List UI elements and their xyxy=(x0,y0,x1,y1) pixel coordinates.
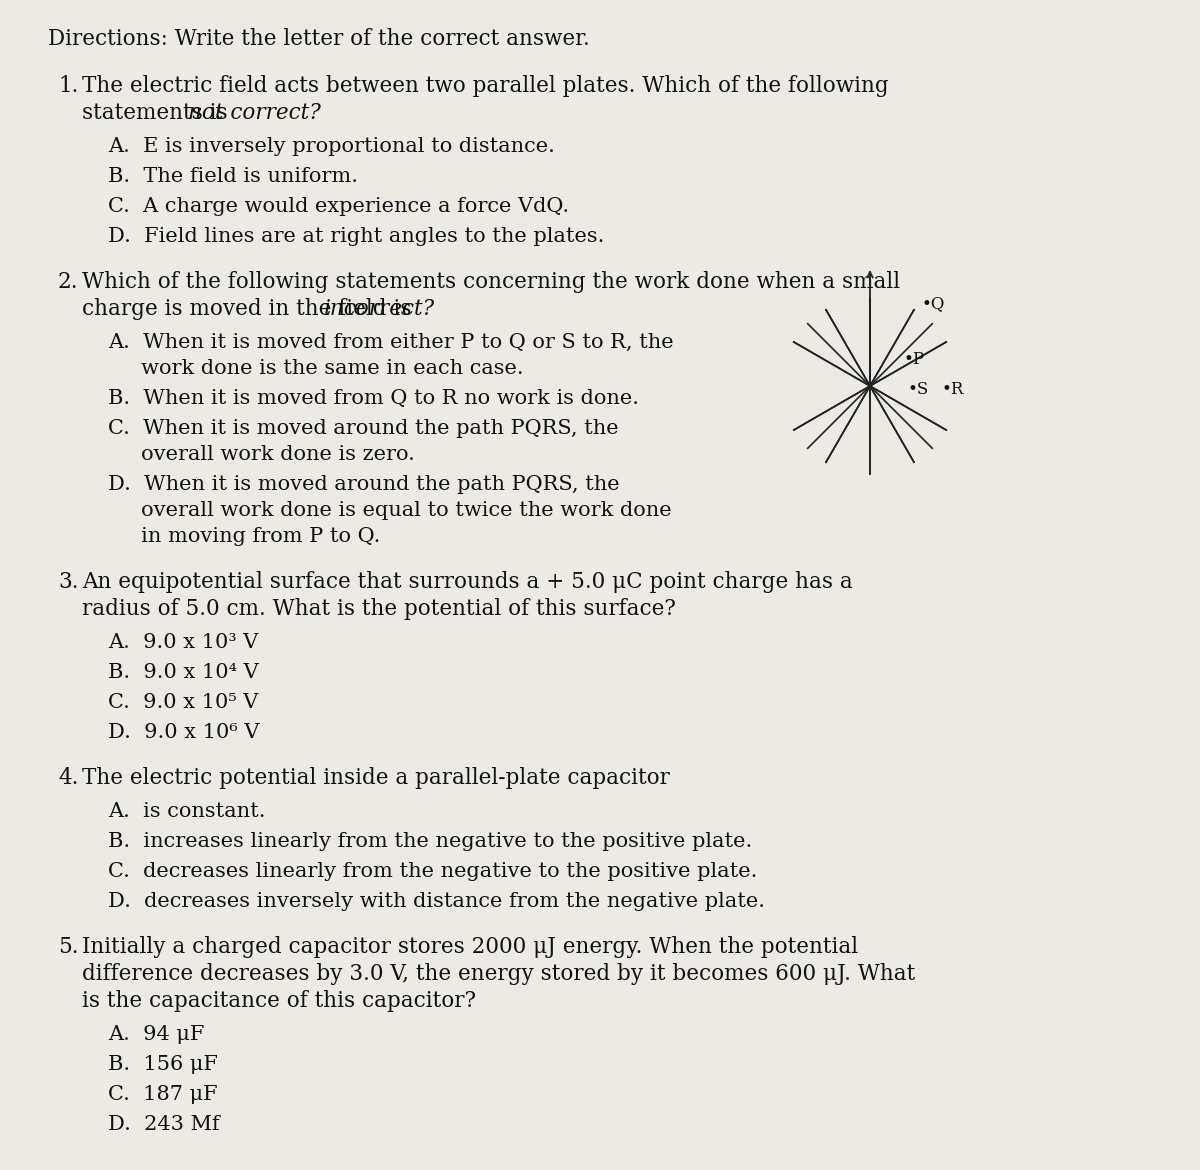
Text: •R: •R xyxy=(942,381,965,399)
Text: 2.: 2. xyxy=(58,271,78,292)
Text: B.  156 μF: B. 156 μF xyxy=(108,1055,218,1074)
Text: Directions: Write the letter of the correct answer.: Directions: Write the letter of the corr… xyxy=(48,28,589,50)
Text: work done is the same in each case.: work done is the same in each case. xyxy=(108,359,523,378)
Text: The electric potential inside a parallel-plate capacitor: The electric potential inside a parallel… xyxy=(82,768,670,789)
Text: C.  When it is moved around the path PQRS, the: C. When it is moved around the path PQRS… xyxy=(108,419,619,438)
Text: A.  When it is moved from either P to Q or S to R, the: A. When it is moved from either P to Q o… xyxy=(108,333,673,352)
Text: overall work done is zero.: overall work done is zero. xyxy=(108,445,415,464)
Text: incorrect?: incorrect? xyxy=(324,298,434,321)
Text: D.  Field lines are at right angles to the plates.: D. Field lines are at right angles to th… xyxy=(108,227,605,246)
Text: D.  243 Mf: D. 243 Mf xyxy=(108,1115,220,1134)
Text: B.  9.0 x 10⁴ V: B. 9.0 x 10⁴ V xyxy=(108,663,259,682)
Text: B.  When it is moved from Q to R no work is done.: B. When it is moved from Q to R no work … xyxy=(108,388,640,408)
Text: overall work done is equal to twice the work done: overall work done is equal to twice the … xyxy=(108,501,672,519)
Text: C.  187 μF: C. 187 μF xyxy=(108,1085,217,1104)
Text: 3.: 3. xyxy=(58,571,78,593)
Text: D.  decreases inversely with distance from the negative plate.: D. decreases inversely with distance fro… xyxy=(108,892,766,911)
Text: C.  decreases linearly from the negative to the positive plate.: C. decreases linearly from the negative … xyxy=(108,862,757,881)
Text: B.  The field is uniform.: B. The field is uniform. xyxy=(108,167,358,186)
Text: An equipotential surface that surrounds a + 5.0 μC point charge has a: An equipotential surface that surrounds … xyxy=(82,571,853,593)
Text: A.  E is inversely proportional to distance.: A. E is inversely proportional to distan… xyxy=(108,137,554,156)
Text: is the capacitance of this capacitor?: is the capacitance of this capacitor? xyxy=(82,990,476,1012)
Text: charge is moved in the field is: charge is moved in the field is xyxy=(82,298,419,321)
Text: in moving from P to Q.: in moving from P to Q. xyxy=(108,526,380,546)
Text: •P: •P xyxy=(904,351,925,369)
Text: D.  When it is moved around the path PQRS, the: D. When it is moved around the path PQRS… xyxy=(108,475,619,494)
Text: A.  9.0 x 10³ V: A. 9.0 x 10³ V xyxy=(108,633,258,652)
Text: A.  is constant.: A. is constant. xyxy=(108,801,265,821)
Text: 5.: 5. xyxy=(58,936,78,958)
Text: not correct?: not correct? xyxy=(187,102,320,124)
Text: 1.: 1. xyxy=(58,75,78,97)
Text: C.  A charge would experience a force VdQ.: C. A charge would experience a force VdQ… xyxy=(108,197,569,216)
Text: difference decreases by 3.0 V, the energy stored by it becomes 600 μJ. What: difference decreases by 3.0 V, the energ… xyxy=(82,963,916,985)
Text: •S: •S xyxy=(908,381,929,399)
Text: statements is: statements is xyxy=(82,102,234,124)
Text: radius of 5.0 cm. What is the potential of this surface?: radius of 5.0 cm. What is the potential … xyxy=(82,598,676,620)
Text: Initially a charged capacitor stores 2000 μJ energy. When the potential: Initially a charged capacitor stores 200… xyxy=(82,936,858,958)
Text: •Q: •Q xyxy=(922,296,946,312)
Text: D.  9.0 x 10⁶ V: D. 9.0 x 10⁶ V xyxy=(108,723,259,742)
Text: A.  94 μF: A. 94 μF xyxy=(108,1025,204,1044)
Text: The electric field acts between two parallel plates. Which of the following: The electric field acts between two para… xyxy=(82,75,889,97)
Text: B.  increases linearly from the negative to the positive plate.: B. increases linearly from the negative … xyxy=(108,832,752,851)
Text: Which of the following statements concerning the work done when a small: Which of the following statements concer… xyxy=(82,271,900,292)
Text: C.  9.0 x 10⁵ V: C. 9.0 x 10⁵ V xyxy=(108,693,258,713)
Text: 4.: 4. xyxy=(58,768,78,789)
